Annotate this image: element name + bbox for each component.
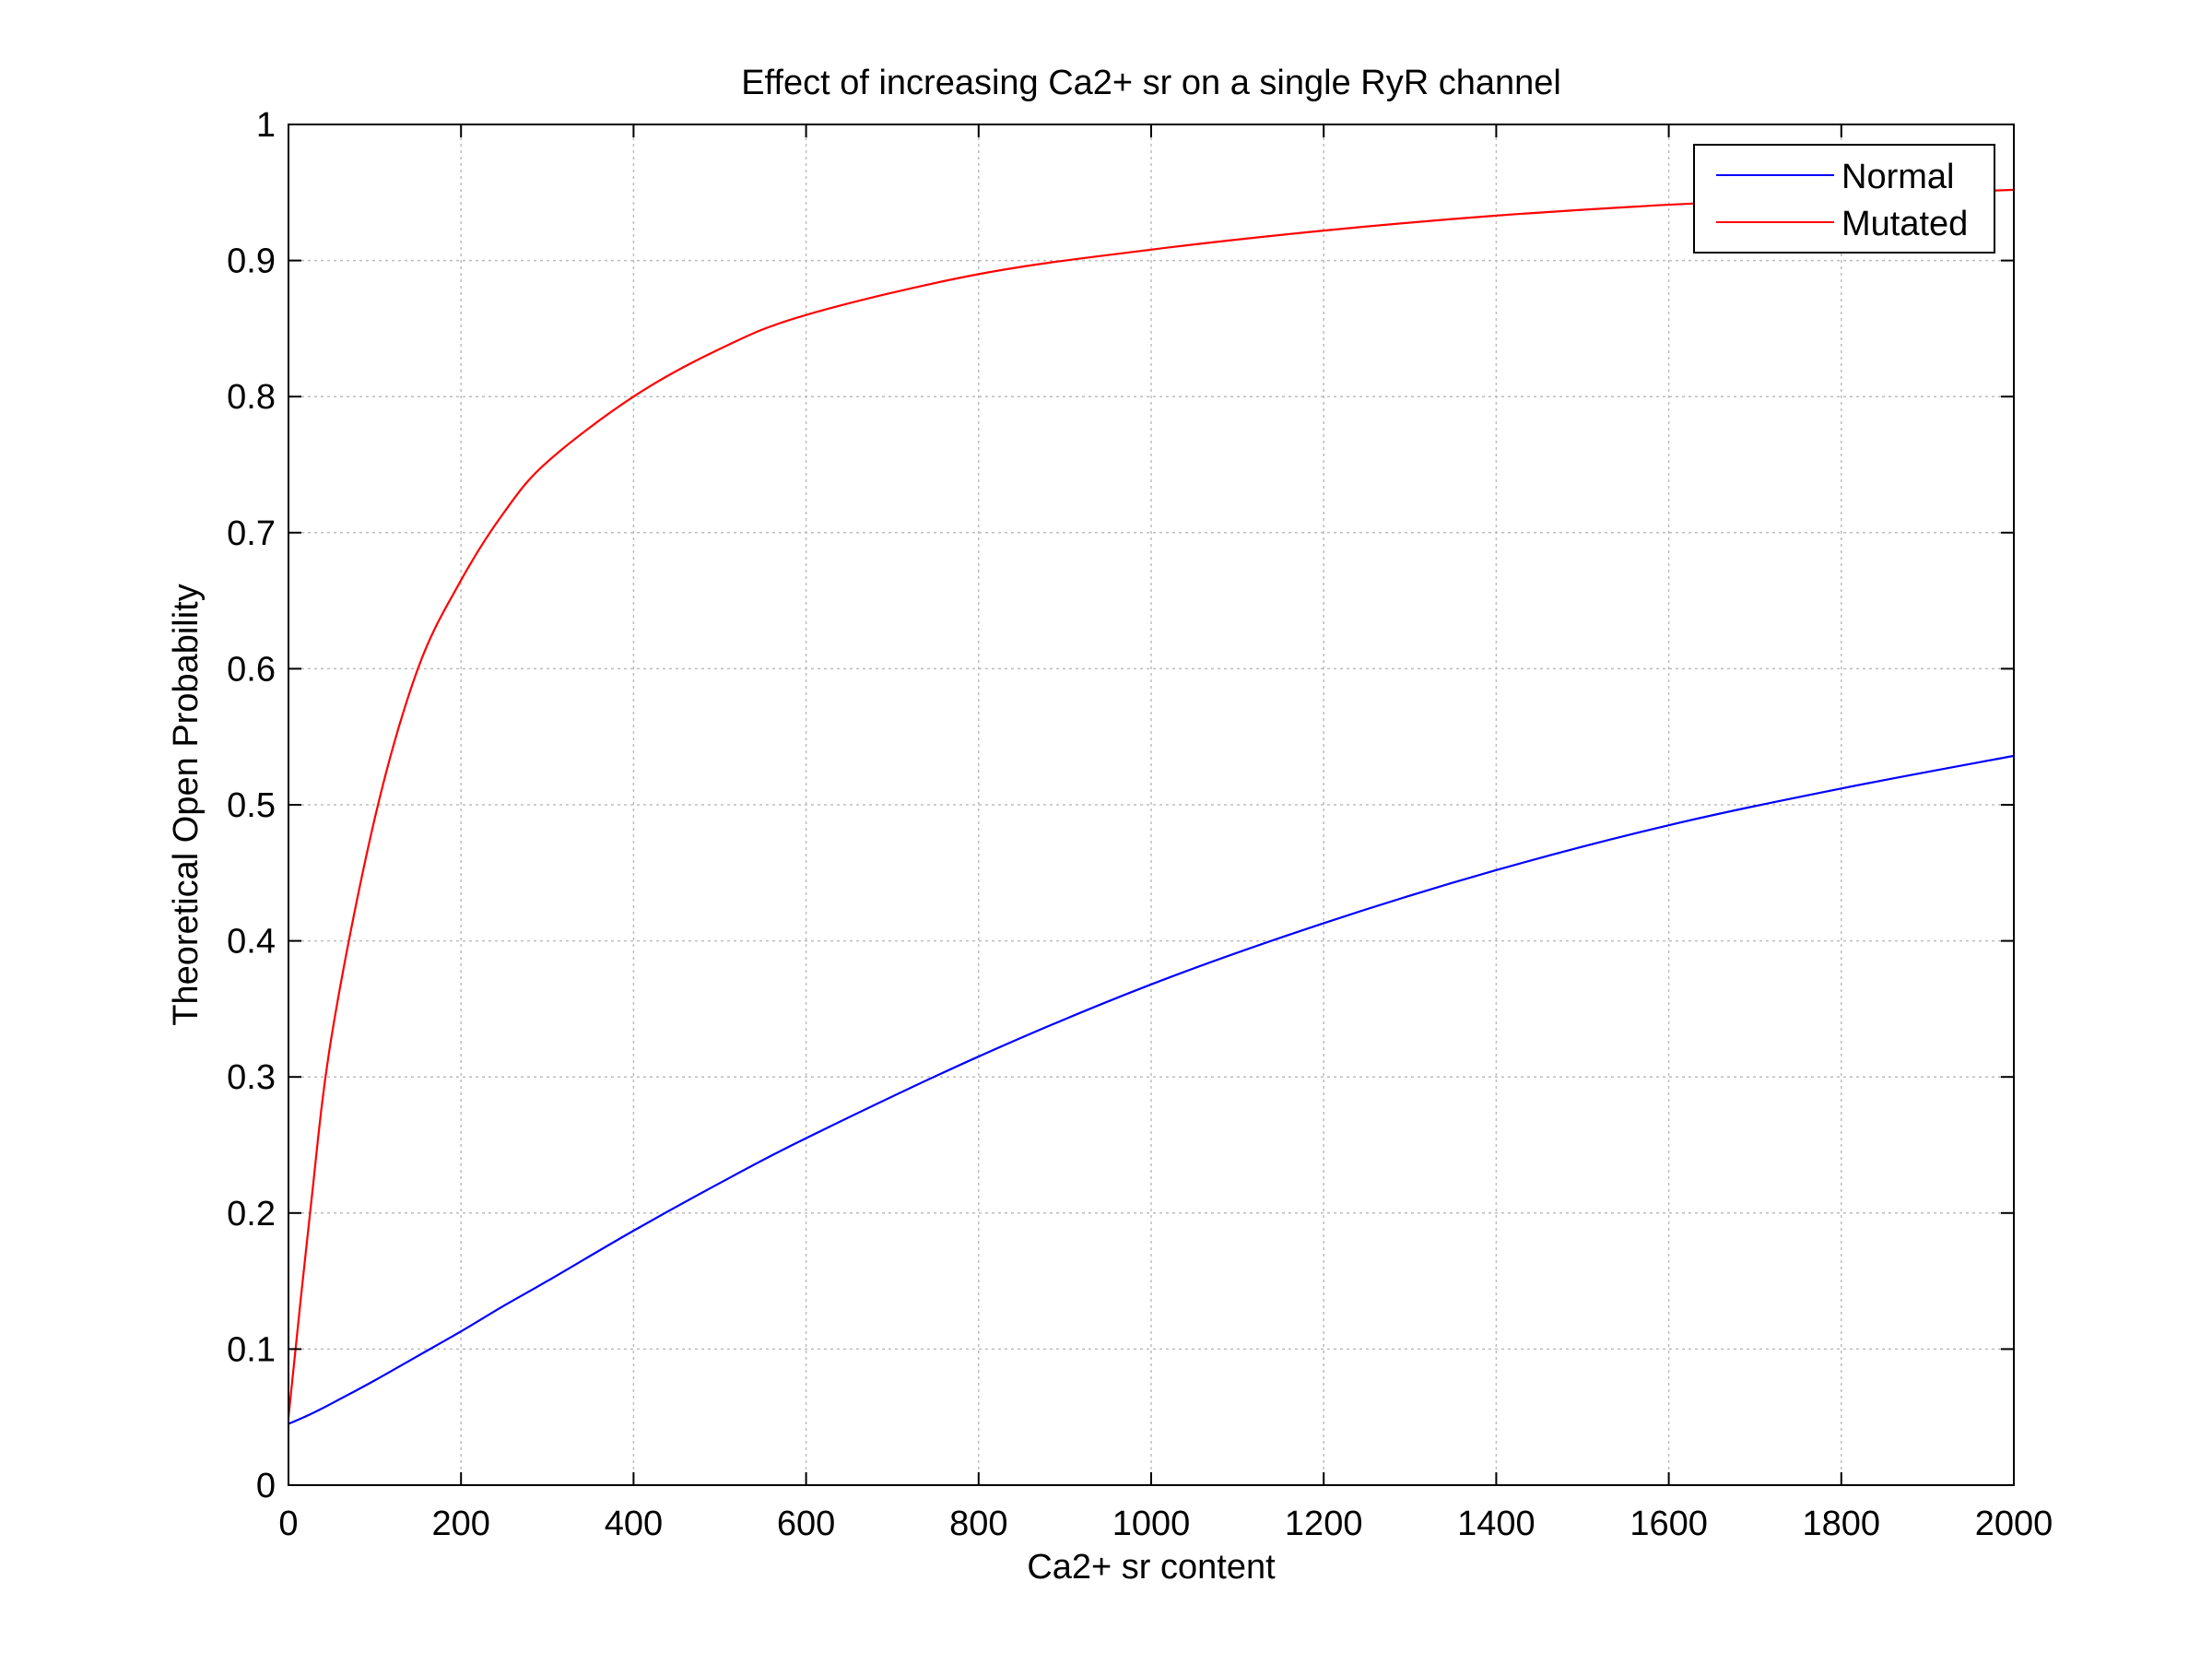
y-tick-label: 0.8: [227, 378, 276, 417]
x-tick-label: 2000: [1975, 1505, 2053, 1543]
x-tick-label: 1200: [1285, 1505, 1363, 1543]
y-tick-label: 0.6: [227, 650, 276, 689]
axis-ticks: 0 200 400 600 800 1000 1200 1400 1600 1800 2000 0 0.…: [227, 106, 2053, 1543]
y-tick-label: 0.7: [227, 514, 276, 553]
x-tick-label: 1400: [1457, 1505, 1535, 1543]
legend-label-mutated: Mutated: [1841, 205, 1968, 243]
y-axis-label: Theoretical Open Probability: [167, 584, 206, 1025]
x-tick-label: 600: [777, 1505, 835, 1543]
series-line-mutated: [287, 188, 2015, 1418]
x-tick-label: 0: [278, 1505, 298, 1543]
legend-label-normal: Normal: [1841, 158, 1954, 196]
y-tick-label: 0: [256, 1467, 276, 1505]
y-tick-label: 0.9: [227, 242, 276, 281]
y-tick-label: 1: [256, 106, 276, 145]
x-tick-label: 1600: [1630, 1505, 1708, 1543]
grid-lines: [288, 124, 2014, 1485]
y-tick-label: 0.2: [227, 1195, 276, 1233]
series-line-normal: [288, 754, 2015, 1425]
x-tick-label: 800: [949, 1505, 1007, 1543]
y-tick-label: 0.1: [227, 1330, 276, 1369]
legend-box: [1693, 144, 1995, 254]
x-tick-label: 200: [431, 1505, 489, 1543]
x-tick-label: 400: [605, 1505, 663, 1543]
y-tick-label: 0.5: [227, 786, 276, 825]
x-axis-label: Ca2+ sr content: [1027, 1548, 1276, 1587]
y-tick-label: 0.4: [227, 923, 276, 962]
legend: Normal Mutated: [1693, 144, 1995, 254]
y-tick-label: 0.3: [227, 1058, 276, 1097]
chart-title: Effect of increasing Ca2+ sr on a single…: [741, 64, 1561, 102]
x-tick-label: 1800: [1803, 1505, 1881, 1543]
x-tick-label: 1000: [1112, 1505, 1191, 1543]
series-lines: [287, 188, 2015, 1425]
